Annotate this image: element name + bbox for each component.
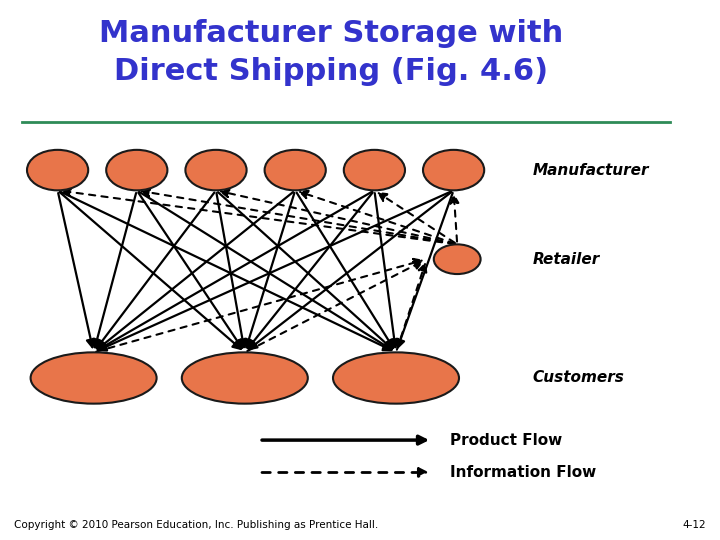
Ellipse shape — [433, 244, 481, 274]
Text: Customers: Customers — [533, 370, 625, 386]
Text: Direct Shipping (Fig. 4.6): Direct Shipping (Fig. 4.6) — [114, 57, 548, 86]
Ellipse shape — [107, 150, 167, 190]
Text: Product Flow: Product Flow — [450, 433, 562, 448]
Ellipse shape — [423, 150, 485, 190]
Ellipse shape — [265, 150, 325, 190]
Text: Manufacturer: Manufacturer — [533, 163, 649, 178]
Text: Information Flow: Information Flow — [450, 465, 596, 480]
Text: Retailer: Retailer — [533, 252, 600, 267]
Text: 4-12: 4-12 — [682, 520, 706, 530]
Text: Copyright © 2010 Pearson Education, Inc. Publishing as Prentice Hall.: Copyright © 2010 Pearson Education, Inc.… — [14, 520, 379, 530]
Text: Manufacturer Storage with: Manufacturer Storage with — [99, 19, 563, 48]
Ellipse shape — [181, 352, 308, 404]
Ellipse shape — [27, 150, 89, 190]
Ellipse shape — [344, 150, 405, 190]
Ellipse shape — [186, 150, 246, 190]
Ellipse shape — [333, 352, 459, 404]
Ellipse shape — [31, 352, 157, 404]
